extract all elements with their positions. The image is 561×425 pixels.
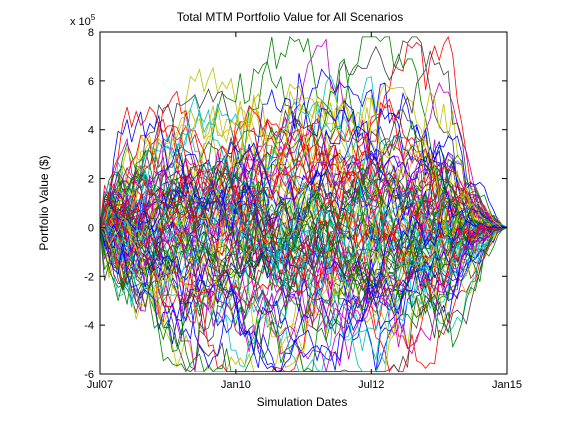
scenario-line: [99, 220, 508, 325]
y-tick-label: 8: [88, 27, 94, 39]
scenario-line: [99, 215, 508, 371]
y-axis-exponent-base: x 10: [70, 16, 91, 28]
x-tick-label: Jul12: [358, 379, 384, 391]
scenario-line: [99, 100, 508, 267]
scenario-line: [99, 73, 508, 247]
x-tick-label: Jan10: [221, 379, 251, 391]
scenario-line: [99, 88, 508, 228]
scenario-line: [99, 120, 508, 292]
scenario-line: [99, 183, 508, 306]
scenario-line: [99, 164, 508, 333]
y-tick-label: 2: [88, 174, 94, 186]
scenario-line: [99, 155, 508, 320]
x-tick-label: Jan15: [492, 379, 522, 391]
y-axis-exponent: x 105: [70, 13, 96, 28]
y-tick-label: -4: [84, 320, 94, 332]
scenario-line: [99, 109, 508, 335]
series-layer: [99, 35, 508, 373]
scenario-line: [99, 170, 508, 274]
y-tick-label: -2: [84, 271, 94, 283]
scenario-line: [99, 58, 508, 353]
scenario-line: [99, 106, 508, 242]
scenario-line: [99, 82, 508, 285]
scenario-line: [99, 219, 508, 373]
scenario-line: [99, 200, 508, 318]
scenario-line: [99, 168, 508, 274]
y-tick-label: -6: [84, 369, 94, 381]
scenario-line: [99, 144, 508, 257]
y-tick-label: 6: [88, 76, 94, 88]
y-tick-label: 4: [88, 125, 94, 137]
scenario-line: [99, 164, 508, 269]
y-axis-ticks: -6 -4 -2 0 2 4 6 8: [84, 27, 507, 381]
scenario-line: [99, 199, 508, 355]
scenario-line: [99, 118, 508, 237]
y-axis-label: Portfolio Value ($): [37, 155, 51, 250]
x-axis-label: Simulation Dates: [257, 395, 348, 409]
axes-box: [99, 31, 508, 375]
y-tick-label: 0: [88, 222, 94, 234]
x-tick-label: Jul07: [87, 379, 113, 391]
y-axis-exponent-power: 5: [91, 13, 96, 22]
scenario-line: [99, 173, 508, 280]
chart-title: Total MTM Portfolio Value for All Scenar…: [177, 10, 404, 24]
scenario-line: [99, 91, 508, 254]
scenario-line: [99, 200, 508, 373]
x-axis-ticks: Jul07 Jan10 Jul12 Jan15: [87, 32, 522, 391]
scenario-line: [99, 133, 508, 373]
scenario-line: [99, 93, 508, 306]
scenario-line: [99, 136, 508, 312]
